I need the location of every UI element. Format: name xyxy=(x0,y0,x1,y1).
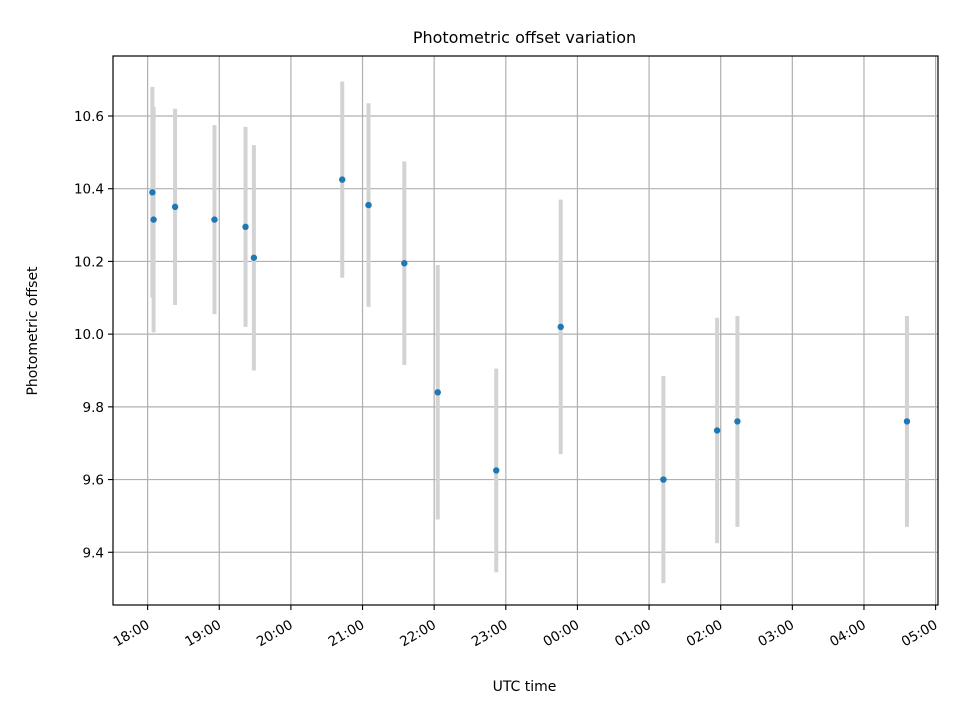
x-axis-label: UTC time xyxy=(493,679,557,695)
data-point xyxy=(660,476,667,483)
plot-frame xyxy=(112,55,939,606)
x-tick-label: 03:00 xyxy=(755,617,797,650)
errorbar-layer xyxy=(150,81,909,584)
y-tick-label: 9.4 xyxy=(83,545,104,561)
data-point xyxy=(401,260,408,267)
data-point xyxy=(557,323,564,331)
y-axis-label: Photometric offset xyxy=(25,266,41,396)
data-point xyxy=(171,203,179,211)
x-tick-label: 00:00 xyxy=(541,617,583,650)
x-tick-label: 19:00 xyxy=(182,617,224,650)
x-tick-label: 02:00 xyxy=(684,617,726,650)
data-point-layer xyxy=(149,176,911,483)
data-point xyxy=(734,418,741,425)
y-tick-label: 10.2 xyxy=(74,254,104,270)
grid-lines xyxy=(113,56,938,605)
y-tick-label: 9.8 xyxy=(83,400,104,416)
data-point xyxy=(150,216,157,223)
data-point xyxy=(250,254,258,261)
x-tick-label: 21:00 xyxy=(326,617,368,650)
y-axis-ticks: 9.4 9.6 9.8 10.0 10.2 10.4 10.6 xyxy=(74,109,113,561)
y-tick-label: 10.0 xyxy=(74,327,104,343)
data-point xyxy=(713,427,721,434)
data-point xyxy=(903,418,911,425)
x-tick-label: 20:00 xyxy=(254,617,296,650)
y-tick-label: 10.6 xyxy=(74,109,104,125)
y-tick-label: 10.4 xyxy=(74,182,104,198)
chart-title: Photometric offset variation xyxy=(413,28,636,47)
x-tick-label: 01:00 xyxy=(612,617,654,650)
x-tick-label: 22:00 xyxy=(397,617,439,650)
x-tick-label: 05:00 xyxy=(899,617,941,650)
data-point xyxy=(242,223,249,231)
data-point xyxy=(339,176,346,183)
data-point xyxy=(365,201,372,209)
data-point xyxy=(493,467,500,474)
y-tick-label: 9.6 xyxy=(83,473,104,489)
data-point xyxy=(149,189,156,196)
data-point xyxy=(211,216,218,223)
x-tick-label: 23:00 xyxy=(469,617,511,650)
x-axis-ticks: 18:00 19:00 20:00 21:00 22:00 23:00 00:00 01:00… xyxy=(111,605,941,650)
x-tick-label: 18:00 xyxy=(111,617,153,650)
data-point xyxy=(434,389,441,396)
x-tick-label: 04:00 xyxy=(827,617,869,650)
